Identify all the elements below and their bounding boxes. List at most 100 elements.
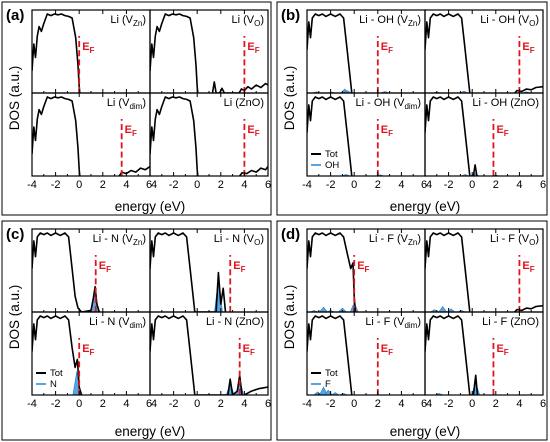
fermi-level-label: EF	[99, 260, 111, 274]
legend-entry: F	[325, 379, 331, 390]
x-tick-label: 6	[265, 398, 271, 410]
legend-entry: OH	[325, 160, 339, 171]
subplot: EF Li - F (VO)	[424, 228, 544, 313]
y-axis-label: DOS (a.u.)	[282, 66, 297, 131]
legend-entry: Tot	[50, 368, 63, 379]
pdos-peak	[438, 305, 448, 312]
subplot-title: Li (VZn)	[110, 14, 146, 28]
x-tick-label: 0	[76, 179, 82, 191]
panel-frame	[276, 1, 548, 216]
tot-dos-curve	[425, 13, 471, 93]
subplot-title: Li - OH (VO)	[480, 14, 539, 28]
x-tick-label: 2	[493, 179, 499, 191]
conduction-band-curve	[211, 81, 268, 93]
y-axis-label: DOS (a.u.)	[7, 66, 22, 131]
legend-entry: N	[50, 379, 57, 390]
x-tick-label: 4	[426, 179, 432, 191]
x-tick-label: 2	[100, 398, 106, 410]
tot-dos-curve	[32, 232, 101, 312]
x-tick-label: -2	[444, 179, 454, 191]
tot-dos-curve	[150, 96, 199, 176]
subplot: EF Li (VO)	[149, 9, 269, 94]
x-tick-label: 2	[375, 398, 381, 410]
subplot-title: Li - OH (ZnO)	[472, 97, 539, 109]
fermi-level-label: EF	[357, 260, 369, 274]
x-tick-label: 4	[398, 398, 404, 410]
x-tick-label: 6	[421, 398, 427, 410]
tot-dos-curve	[150, 232, 227, 312]
panel-label: (c)	[6, 226, 24, 243]
panel-frame	[1, 220, 272, 441]
tot-dos-curve	[425, 232, 471, 312]
tot-dos-curve	[32, 13, 81, 93]
subplot: EF Li - N (VO)	[149, 228, 269, 313]
conduction-band-curve	[239, 166, 268, 176]
panel-a: (a) DOS (a.u.) energy (eV) EF Li (VZn) EF Li (…	[1, 1, 272, 216]
tot-dos-curve	[307, 96, 353, 176]
fermi-level-label: EF	[125, 124, 137, 138]
subplot: EF Li (Vdim) -4 -2 0 2 4 6	[27, 92, 152, 191]
subplot-title: Li - N (Vdim)	[89, 316, 146, 330]
x-tick-label: -4	[27, 398, 37, 410]
x-tick-label: 6	[421, 179, 427, 191]
x-tick-label: 4	[516, 179, 522, 191]
x-tick-label: 4	[123, 179, 129, 191]
x-tick-label: 4	[516, 398, 522, 410]
x-tick-label: 0	[351, 398, 357, 410]
x-tick-label: 6	[265, 179, 271, 191]
legend-entry: Tot	[325, 368, 338, 379]
x-tick-label: 0	[76, 398, 82, 410]
subplot-title: Li - F (ZnO)	[482, 316, 539, 328]
y-axis-label: DOS (a.u.)	[282, 285, 297, 350]
x-tick-label: -2	[444, 398, 454, 410]
x-tick-label: -2	[326, 398, 336, 410]
x-tick-label: 6	[146, 179, 152, 191]
tot-dos-curve	[150, 315, 243, 395]
subplot-title: Li - N (VZn)	[93, 233, 146, 247]
subplot-title: Li - OH (VZn)	[359, 14, 421, 28]
x-tick-label: 4	[123, 398, 129, 410]
x-axis-label: energy (eV)	[390, 199, 461, 214]
conduction-band-curve	[244, 386, 268, 395]
panel-frame	[1, 1, 272, 216]
x-tick-label: 0	[351, 179, 357, 191]
panel-frame	[276, 220, 548, 441]
x-tick-label: 0	[469, 398, 475, 410]
x-axis-label: energy (eV)	[390, 424, 461, 439]
x-tick-label: 0	[194, 179, 200, 191]
panel-label: (b)	[281, 7, 300, 24]
x-tick-label: 2	[218, 179, 224, 191]
subplot-title: Li - F (VZn)	[369, 233, 421, 247]
x-tick-label: -4	[302, 398, 312, 410]
subplot-title: Li (Vdim)	[107, 97, 146, 111]
fermi-level-label: EF	[82, 41, 94, 55]
subplot-title: Li - F (VO)	[490, 233, 539, 247]
fermi-level-label: EF	[243, 343, 255, 357]
x-tick-label: 2	[218, 398, 224, 410]
fermi-level-label: EF	[233, 260, 245, 274]
x-tick-label: -2	[51, 398, 61, 410]
fermi-level-label: EF	[381, 343, 393, 357]
subplot: EF Li - OH (VO)	[424, 9, 544, 94]
fermi-level-label: EF	[247, 41, 259, 55]
x-tick-label: -2	[326, 179, 336, 191]
subplot-title: Li - OH (Vdim)	[356, 97, 421, 111]
fermi-level-label: EF	[522, 41, 534, 55]
x-tick-label: -2	[169, 179, 179, 191]
tot-dos-curve	[307, 232, 357, 312]
x-tick-label: 4	[241, 398, 247, 410]
tot-dos-curve	[32, 96, 81, 176]
x-tick-label: 4	[241, 179, 247, 191]
fermi-level-label: EF	[381, 41, 393, 55]
tot-dos-curve	[307, 315, 353, 395]
fermi-level-label: EF	[381, 124, 393, 138]
conduction-band-curve	[514, 304, 543, 312]
x-tick-label: 6	[540, 398, 546, 410]
